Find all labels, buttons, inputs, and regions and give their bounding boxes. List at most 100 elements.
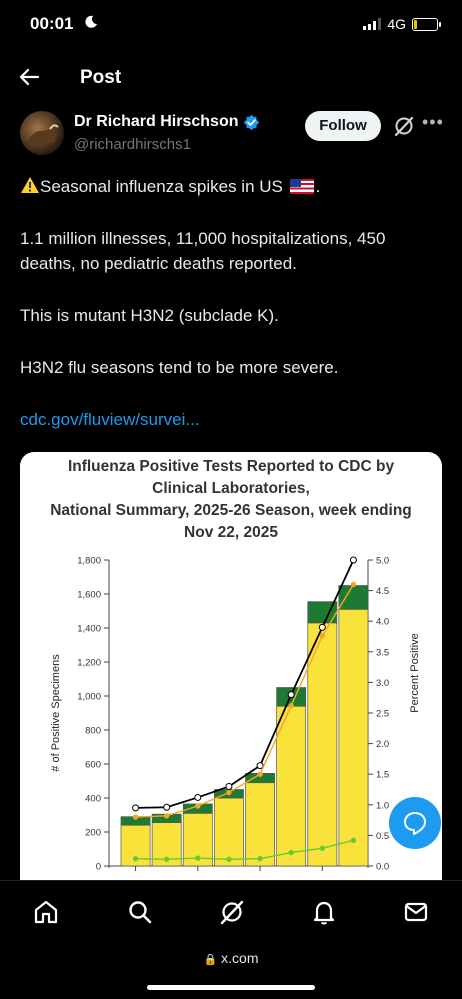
chart-title-line: Influenza Positive Tests Reported to CDC… [67,458,395,475]
grok-tab-icon[interactable] [219,899,245,925]
chart-plot: 0 200 400 600 800 1,000 1,200 1,400 1,600 1,800 0.… [50,556,421,873]
point-percent-positive-a [350,581,357,588]
author-name-row[interactable]: Dr Richard Hirschson [74,113,260,131]
more-icon[interactable]: ••• [422,112,444,132]
author-row: Dr Richard Hirschson @richardhirschs1 Fo… [0,108,462,168]
url-bar[interactable]: 🔒 x.com [0,950,462,966]
bar-flu-a [245,782,275,867]
y2-tick-label: 4.5 [376,586,389,597]
home-indicator[interactable] [147,985,315,990]
point-percent-positive-flu [132,804,140,812]
y2-tick-label: 0.5 [376,831,389,842]
verified-badge-icon [243,114,260,131]
avatar[interactable] [20,111,64,155]
y2-axis-label: Percent Positive [409,633,421,712]
post-header: Post [0,58,462,98]
y-tick-label: 200 [85,828,101,839]
bar-flu-a [276,705,307,867]
point-percent-positive-flu [318,623,326,631]
tweet-line-3: This is mutant H3N2 (subclade K). [20,306,279,325]
point-percent-positive-a [319,633,326,639]
point-percent-positive-a [257,771,263,777]
page-title: Post [80,67,122,88]
bar-flu-b [338,585,369,610]
lock-icon: 🔒 [203,954,218,966]
chart-title-line: Nov 22, 2025 [184,524,278,541]
bar-flu-a [307,622,338,867]
network-label: 4G [387,16,406,32]
point-percent-positive-flu [225,782,233,790]
chart-title-line: Clinical Laboratories, [152,480,310,497]
bar-flu-a [214,797,244,867]
us-flag-icon [289,176,314,194]
y-tick-label: 600 [85,760,101,771]
notifications-icon[interactable] [311,899,337,925]
battery-icon [412,17,441,31]
home-icon[interactable] [33,899,59,925]
back-arrow-icon[interactable] [18,66,42,90]
point-percent-positive-flu [349,556,357,564]
point-percent-positive-flu [194,793,202,801]
tweet-line-1: Seasonal influenza spikes in US . [20,174,445,199]
point-percent-positive-a [132,814,139,820]
chart-title-line: National Summary, 2025-26 Season, week e… [50,502,412,519]
point-percent-positive-b [288,849,294,856]
line-percent-positive-flu [135,559,355,809]
y2-tick-label: 4.0 [376,617,389,628]
point-percent-positive-a [195,803,201,809]
author-name[interactable]: Dr Richard Hirschson [74,113,239,130]
y-tick-label: 1,400 [77,624,101,635]
point-percent-positive-flu [256,762,264,770]
messages-icon[interactable] [403,899,429,925]
point-percent-positive-b [257,855,263,862]
y-axis-label: # of Positive Specimens [50,654,62,772]
url-text: x.com [221,950,259,966]
status-time: 00:01 [30,14,74,33]
point-percent-positive-a [226,789,232,796]
grok-icon[interactable] [393,115,415,137]
line-percent-positive-a [135,584,355,818]
point-percent-positive-b [163,856,170,862]
y2-tick-label: 2.0 [376,739,389,750]
signal-icon [363,18,382,30]
follow-button[interactable]: Follow [305,111,381,141]
y-tick-label: 400 [85,794,101,805]
point-percent-positive-a [288,702,294,709]
author-handle[interactable]: @richardhirschs1 [74,136,191,153]
bar-flu-a [338,608,369,867]
y2-tick-label: 2.5 [376,709,389,720]
tweet-line-4: H3N2 flu seasons tend to be more severe. [20,358,339,377]
search-icon[interactable] [127,899,153,925]
point-percent-positive-a [163,813,170,819]
point-percent-positive-flu [287,691,295,699]
point-percent-positive-b [350,837,357,843]
moon-icon [84,15,98,34]
y2-tick-label: 0.0 [376,862,389,873]
y-tick-label: 800 [85,726,101,737]
y-tick-label: 1,000 [77,692,101,703]
tweet-line-2: 1.1 million illnesses, 11,000 hospitaliz… [20,229,386,273]
tweet-link[interactable]: cdc.gov/fluview/survei... [20,410,200,429]
y-tick-label: 0 [96,862,101,873]
y2-tick-label: 3.0 [376,678,389,689]
chat-fab-icon [404,812,426,835]
y-tick-label: 1,200 [77,658,101,669]
point-percent-positive-b [195,855,201,861]
y2-tick-label: 5.0 [376,556,389,567]
line-percent-positive-b [135,839,354,860]
y2-tick-label: 1.0 [376,800,389,811]
y-tick-label: 1,800 [77,556,101,567]
chat-fab-button[interactable] [389,797,441,849]
y2-tick-label: 1.5 [376,770,389,781]
chart-image[interactable]: Influenza Positive Tests Reported to CDC… [20,452,442,892]
point-percent-positive-b [132,855,139,862]
y2-tick-label: 3.5 [376,647,389,658]
status-bar: 00:01 4G [0,0,462,50]
tweet-body: Seasonal influenza spikes in US . 1.1 mi… [20,174,445,459]
warning-icon [20,177,40,196]
y-tick-label: 1,600 [77,590,101,601]
bottom-tab-bar [0,880,462,941]
point-percent-positive-b [319,845,326,851]
point-percent-positive-flu [163,803,171,811]
point-percent-positive-b [226,856,232,862]
